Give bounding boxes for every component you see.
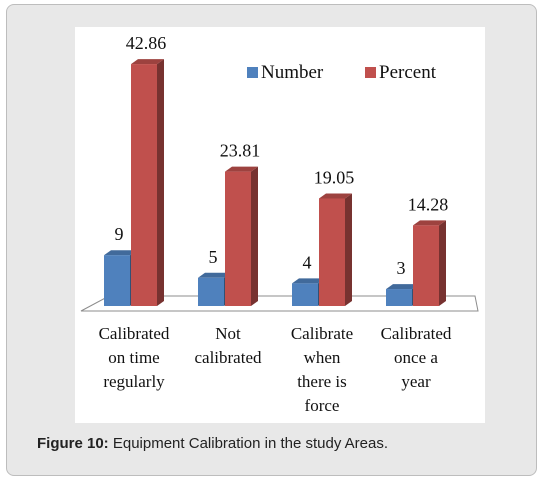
bar-percent-1 — [131, 64, 157, 306]
bar-percent-4 — [413, 225, 439, 306]
data-label-percent-1: 42.86 — [126, 33, 167, 53]
bar-side-percent-4 — [439, 220, 446, 306]
category-label-4-line-1: Calibrated — [381, 324, 452, 343]
legend-label-number: Number — [261, 62, 324, 83]
legend-swatch-percent — [365, 67, 376, 78]
legend-swatch-number — [247, 67, 258, 78]
equipment-calibration-chart: 9 5 4 3 42.86 23.81 19.05 14.28 Calibrated on tim… — [75, 27, 485, 423]
figure-card: 9 5 4 3 42.86 23.81 19.05 14.28 Calibrated on tim… — [6, 4, 537, 476]
category-label-3-line-3: there is — [297, 372, 347, 391]
bar-number-4 — [386, 289, 412, 306]
data-label-number-2: 5 — [209, 247, 218, 267]
category-label-2-line-2: calibrated — [194, 348, 262, 367]
data-label-number-4: 3 — [397, 258, 406, 278]
category-label-4-line-3: year — [401, 372, 431, 391]
data-label-percent-3: 19.05 — [314, 167, 355, 187]
bar-side-percent-1 — [157, 59, 164, 306]
data-label-number-1: 9 — [115, 224, 124, 244]
bar-side-percent-2 — [251, 167, 258, 306]
category-label-1-line-2: on time — [108, 348, 159, 367]
data-label-percent-4: 14.28 — [408, 194, 449, 214]
bar-percent-2 — [225, 172, 251, 306]
bar-percent-3 — [319, 198, 345, 306]
category-label-4-line-2: once a — [394, 348, 438, 367]
data-label-percent-2: 23.81 — [220, 141, 261, 161]
category-label-3-line-4: force — [305, 396, 340, 415]
category-label-3-line-2: when — [304, 348, 341, 367]
bar-number-1 — [104, 255, 130, 306]
bar-side-percent-3 — [345, 193, 352, 306]
legend-label-percent: Percent — [379, 62, 437, 83]
chart-panel: 9 5 4 3 42.86 23.81 19.05 14.28 Calibrated on tim… — [75, 27, 485, 423]
bar-number-2 — [198, 278, 224, 306]
category-label-3-line-1: Calibrate — [291, 324, 353, 343]
figure-caption-text: Equipment Calibration in the study Areas… — [109, 435, 388, 452]
category-label-2-line-1: Not — [215, 324, 241, 343]
data-label-number-3: 4 — [303, 252, 312, 272]
figure-caption-label: Figure 10: — [37, 435, 109, 452]
category-label-1-line-1: Calibrated — [99, 324, 170, 343]
bar-number-3 — [292, 283, 318, 306]
figure-caption: Figure 10: Equipment Calibration in the … — [37, 435, 388, 452]
category-label-1-line-3: regularly — [103, 372, 165, 391]
